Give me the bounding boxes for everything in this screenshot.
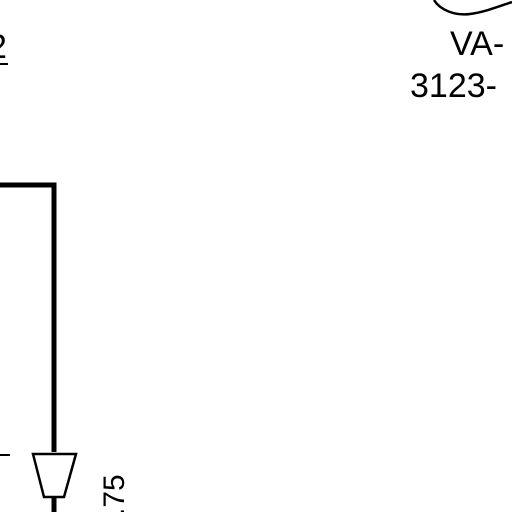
connector-icon [31, 452, 78, 499]
valve-tag-line1: VA- [450, 25, 504, 63]
valve-tag-line2: 3123- [410, 67, 497, 105]
top-left-label: 2 [0, 28, 7, 66]
wire-size-label: .75 [98, 474, 131, 512]
wire-path [0, 182, 57, 452]
valve-symbol-icon [432, 0, 512, 16]
